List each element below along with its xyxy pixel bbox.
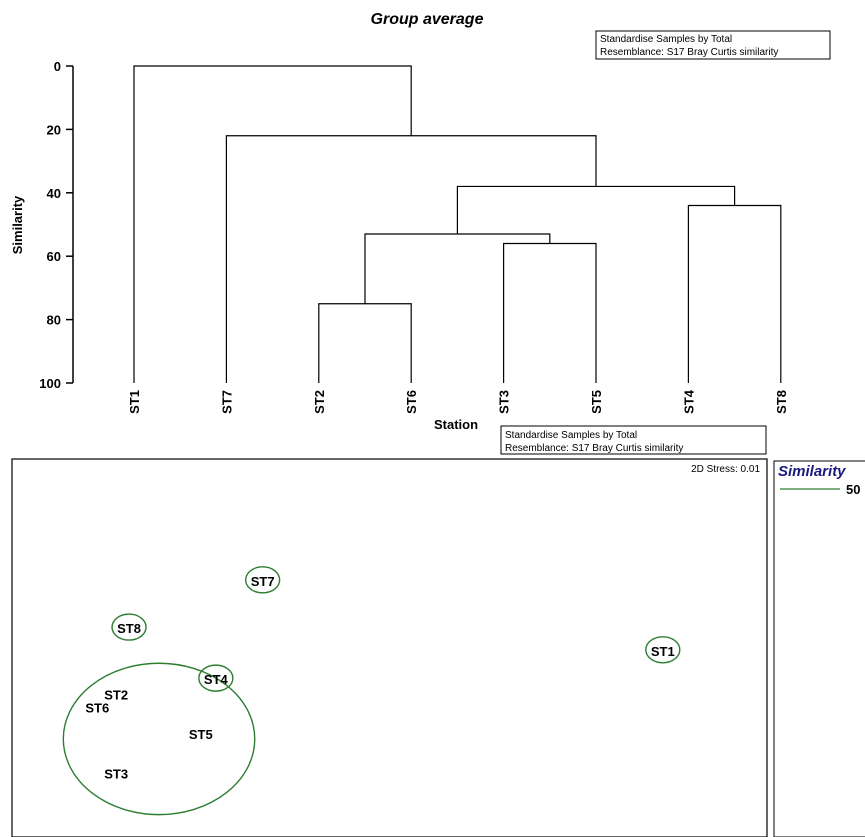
dendrogram-branch	[364, 233, 551, 304]
mds-legend-title: Similarity	[778, 463, 846, 480]
mds-legend-value: 50	[846, 482, 860, 497]
dendrogram-y-label: Similarity	[10, 195, 25, 254]
mds-point-label: ST4	[204, 672, 229, 687]
dendrogram-branch	[503, 242, 597, 383]
mds-chart: Standardise Samples by Total Resemblance…	[11, 425, 865, 837]
dendrogram-leaf-label: ST2	[312, 390, 327, 414]
dendrogram-leaf-label: ST6	[404, 390, 419, 414]
dendrogram-chart: Group average Standardise Samples by Tot…	[10, 11, 831, 432]
mds-contour	[62, 662, 256, 816]
mds-point-label: ST2	[104, 687, 128, 702]
dendrogram-branch	[318, 303, 412, 383]
dendrogram-y-tick-label: 100	[39, 376, 61, 391]
mds-contour	[111, 613, 147, 641]
mds-plot-frame	[11, 458, 768, 837]
dendrogram-leaf-label: ST3	[497, 390, 512, 414]
mds-point-label: ST6	[85, 700, 109, 715]
dendrogram-note-box: Standardise Samples by Total Resemblance…	[595, 30, 831, 60]
dendrogram-leaf-label: ST8	[774, 390, 789, 414]
mds-point-label: ST5	[189, 727, 213, 742]
dendrogram-x-label: Station	[434, 417, 478, 432]
mds-stress-label: 2D Stress: 0.01	[691, 464, 760, 475]
dendrogram-y-tick-label: 0	[54, 59, 61, 74]
mds-contour	[645, 636, 681, 664]
dendrogram-y-ticks: 0 20 40 60 80 100	[39, 59, 73, 391]
mds-note-line-2: Resemblance: S17 Bray Curtis similarity	[505, 443, 683, 454]
dendrogram-note-line-2: Resemblance: S17 Bray Curtis similarity	[600, 47, 778, 58]
dendrogram-y-tick-label: 20	[47, 122, 61, 137]
mds-note-box: Standardise Samples by Total Resemblance…	[500, 425, 767, 455]
mds-point-label: ST1	[651, 644, 675, 659]
mds-legend: Similarity 50	[773, 460, 865, 837]
mds-contour	[244, 566, 281, 594]
dendrogram-title: Group average	[371, 11, 484, 28]
dendrogram-note-line-1: Standardise Samples by Total	[600, 34, 732, 45]
mds-point-label: ST8	[117, 621, 141, 636]
dendrogram-branch	[456, 185, 736, 235]
mds-point-label: ST7	[251, 574, 275, 589]
dendrogram-leaf-labels: ST1 ST7 ST2 ST6 ST3 ST5 ST4 ST8	[127, 389, 789, 414]
mds-note-line-1: Standardise Samples by Total	[505, 430, 637, 441]
dendrogram-branch	[687, 204, 782, 383]
dendrogram-leaf-label: ST5	[589, 390, 604, 414]
dendrogram-y-tick-label: 60	[47, 249, 61, 264]
mds-contours	[62, 566, 681, 816]
dendrogram-leaf-label: ST4	[681, 389, 696, 414]
dendrogram-leaf-label: ST1	[127, 390, 142, 414]
mds-point-label: ST3	[104, 767, 128, 782]
dendrogram-y-tick-label: 40	[47, 186, 61, 201]
mds-contour	[198, 664, 234, 692]
dendrogram-y-tick-label: 80	[47, 313, 61, 328]
dendrogram-leaf-label: ST7	[219, 390, 234, 414]
dendrogram-branch	[133, 65, 412, 383]
dendrogram-branches	[133, 65, 782, 383]
